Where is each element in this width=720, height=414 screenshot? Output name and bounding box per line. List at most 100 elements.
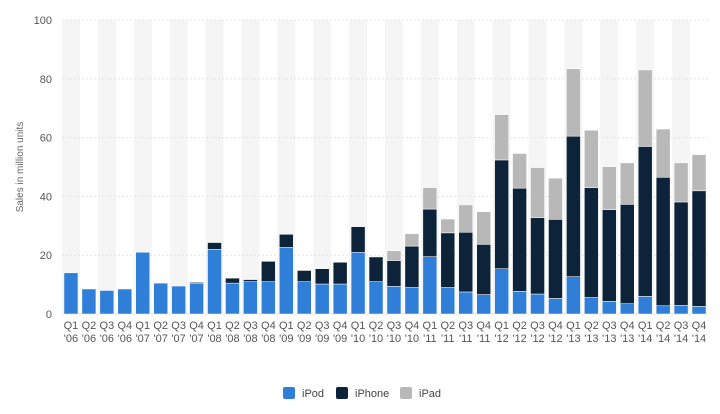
bar-segment-ipad[interactable] (494, 114, 509, 161)
bar-segment-iphone[interactable] (404, 245, 420, 288)
bar-segment-iphone[interactable] (494, 159, 509, 269)
bar-segment-iphone[interactable] (189, 281, 204, 284)
bar-segment-ipod[interactable] (297, 281, 312, 315)
bar-segment-iphone[interactable] (297, 270, 312, 282)
bar-segment-ipad[interactable] (691, 154, 707, 192)
bar-segment-ipod[interactable] (261, 281, 276, 315)
bar-segment-ipod[interactable] (350, 252, 366, 315)
legend-item-ipod[interactable]: iPod (283, 387, 324, 400)
bar-segment-iphone[interactable] (691, 190, 707, 307)
bar-segment-iphone[interactable] (637, 146, 653, 297)
x-tick-label-quarter: Q1 (135, 320, 150, 332)
bar-segment-ipad[interactable] (512, 153, 527, 189)
bar-segment-iphone[interactable] (261, 261, 276, 282)
bar-segment-ipad[interactable] (530, 167, 545, 218)
bar-segment-iphone[interactable] (368, 256, 384, 282)
bar-segment-iphone[interactable] (602, 209, 617, 302)
x-tick-label-year: '09 (279, 333, 293, 345)
bar-segment-ipod[interactable] (63, 272, 79, 315)
bar-segment-ipod[interactable] (171, 285, 186, 315)
bar-segment-ipod[interactable] (314, 283, 330, 315)
bar-segment-iphone[interactable] (548, 219, 563, 299)
bar-segment-iphone[interactable] (225, 277, 240, 284)
bar-segment-iphone[interactable] (279, 234, 294, 248)
bar-segment-ipad[interactable] (404, 233, 420, 247)
bar-segment-iphone[interactable] (530, 217, 545, 295)
bar-segment-ipod[interactable] (225, 282, 240, 315)
bar-segment-ipod[interactable] (584, 297, 599, 315)
bar-segment-iphone[interactable] (350, 226, 366, 253)
legend-swatch (283, 387, 295, 399)
bar-segment-ipod[interactable] (673, 305, 689, 315)
bar-segment-iphone[interactable] (655, 177, 671, 307)
bar-segment-ipad[interactable] (386, 250, 402, 261)
bar-segment-iphone[interactable] (314, 268, 330, 285)
bar-segment-ipod[interactable] (153, 282, 168, 315)
bar-segment-ipad[interactable] (422, 187, 438, 210)
bar-segment-iphone[interactable] (458, 232, 473, 293)
x-tick-label-year: '08 (207, 333, 221, 345)
bar-segment-ipod[interactable] (189, 282, 204, 315)
bar-segment-iphone[interactable] (332, 262, 348, 285)
bar-segment-ipod[interactable] (602, 301, 617, 315)
x-tick-label-year: '09 (333, 333, 347, 345)
bar-segment-iphone[interactable] (512, 187, 527, 292)
bar-segment-iphone[interactable] (422, 208, 438, 257)
bar-segment-ipod[interactable] (422, 256, 438, 315)
bar-segment-ipod[interactable] (279, 247, 294, 315)
bar-segment-iphone[interactable] (584, 187, 599, 298)
bar-segment-ipod[interactable] (99, 290, 115, 315)
bar-segment-ipod[interactable] (530, 293, 545, 315)
bar-segment-ipad[interactable] (602, 166, 617, 210)
bar-segment-ipod[interactable] (637, 296, 653, 315)
bar-segment-iphone[interactable] (440, 232, 456, 288)
bar-segment-ipad[interactable] (620, 162, 635, 205)
legend[interactable]: iPod iPhone iPad (283, 387, 441, 400)
bar-segment-ipod[interactable] (440, 287, 456, 315)
bar-segment-ipod[interactable] (620, 303, 635, 315)
bar-segment-ipod[interactable] (476, 294, 491, 315)
x-tick-label-year: '11 (459, 333, 473, 345)
bar-segment-ipod[interactable] (494, 268, 509, 315)
x-tick-label-quarter: Q2 (584, 320, 599, 332)
bar-segment-ipod[interactable] (458, 291, 473, 315)
bar-segment-ipod[interactable] (548, 298, 563, 315)
x-tick-label-quarter: Q3 (387, 320, 402, 332)
x-tick-label-year: '07 (189, 333, 203, 345)
bar-segment-iphone[interactable] (207, 242, 222, 250)
bar-segment-ipod[interactable] (135, 252, 150, 315)
bar-segment-iphone[interactable] (673, 201, 689, 306)
bar-segment-ipod[interactable] (117, 288, 133, 315)
bar-segment-ipod[interactable] (368, 281, 384, 315)
x-tick-label-quarter: Q2 (225, 320, 240, 332)
bar-segment-iphone[interactable] (476, 244, 491, 295)
bar-segment-ipod[interactable] (655, 305, 671, 315)
bar-segment-ipad[interactable] (584, 130, 599, 188)
bar-segment-ipad[interactable] (458, 204, 473, 233)
bar-segment-ipod[interactable] (332, 283, 348, 315)
bar-segment-ipod[interactable] (386, 286, 402, 315)
bar-segment-ipod[interactable] (207, 249, 222, 315)
bar-segment-ipod[interactable] (566, 276, 581, 315)
bar-segment-ipad[interactable] (637, 69, 653, 147)
bar-segment-iphone[interactable] (566, 135, 581, 277)
bar-segment-iphone[interactable] (620, 204, 635, 304)
bar-segment-ipod[interactable] (404, 287, 420, 315)
bar-segment-ipod[interactable] (243, 281, 258, 315)
bar-segment-ipad[interactable] (548, 177, 563, 220)
bar-segment-iphone[interactable] (386, 260, 402, 287)
bar-segment-ipad[interactable] (476, 211, 491, 245)
bar-segment-ipod[interactable] (691, 306, 707, 315)
bar-segment-ipad[interactable] (440, 218, 456, 234)
bar-segment-ipod[interactable] (81, 288, 97, 315)
x-tick-label-quarter: Q3 (602, 320, 617, 332)
bar-segment-ipad[interactable] (655, 128, 671, 178)
legend-item-ipad[interactable]: iPad (400, 387, 441, 400)
bar-segment-ipad[interactable] (566, 68, 581, 137)
bar-segment-ipad[interactable] (673, 162, 689, 203)
legend-item-iphone[interactable]: iPhone (336, 387, 389, 400)
bar-segment-iphone[interactable] (243, 279, 258, 282)
x-tick-label-year: '14 (638, 333, 652, 345)
bar-segment-ipod[interactable] (512, 291, 527, 315)
